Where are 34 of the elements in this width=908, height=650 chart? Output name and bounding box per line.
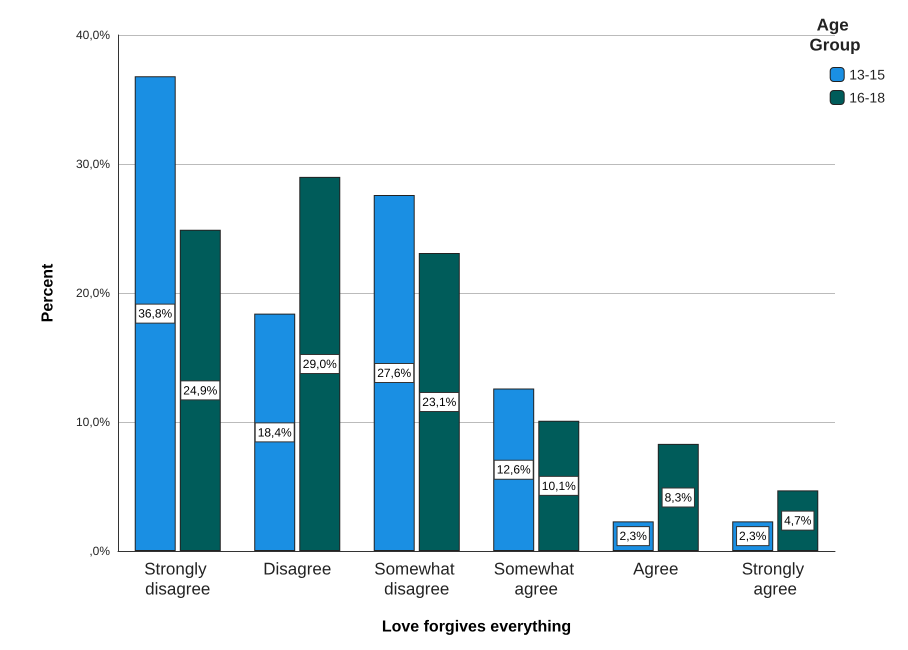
x-tick-label: Somewhat disagree	[374, 560, 460, 598]
data-label: 8,3%	[664, 490, 692, 504]
data-label: 29,0%	[302, 356, 338, 371]
y-tick-label: 40,0%	[76, 28, 110, 42]
data-label: 24,9%	[183, 383, 218, 398]
bar	[180, 230, 221, 551]
data-label: 27,6%	[377, 366, 412, 380]
data-label: 36,8%	[138, 306, 173, 321]
x-tick-label: Strongly disagree	[144, 560, 212, 598]
legend-title: Age Group	[810, 16, 860, 54]
y-tick-label: 30,0%	[76, 157, 110, 171]
data-label: 2,3%	[620, 529, 648, 544]
bar	[299, 176, 340, 551]
x-tick-label: Agree	[633, 560, 678, 578]
y-axis-title: Percent	[40, 262, 56, 322]
bar	[418, 253, 460, 551]
x-tick-label: Disagree	[263, 560, 332, 578]
bar	[254, 314, 296, 551]
data-label: 12,6%	[496, 462, 532, 477]
legend-label: 13-15	[849, 66, 886, 82]
data-label: 4,7%	[784, 514, 812, 528]
data-label: 10,1%	[542, 478, 576, 493]
y-tick-label: 20,0%	[76, 286, 110, 300]
legend-label: 16-18	[849, 90, 886, 106]
x-tick-label: Somewhat agree	[494, 560, 579, 598]
data-label: 2,3%	[739, 529, 767, 544]
data-label: 18,4%	[258, 425, 292, 440]
bar	[374, 194, 415, 551]
x-axis-title: Love forgives everything	[382, 618, 572, 636]
y-tick-label: ,0%	[89, 544, 110, 558]
x-tick-label: Strongly agree	[742, 560, 809, 598]
data-label: 23,1%	[422, 395, 457, 410]
bar	[134, 76, 176, 551]
y-tick-label: 10,0%	[76, 415, 110, 429]
